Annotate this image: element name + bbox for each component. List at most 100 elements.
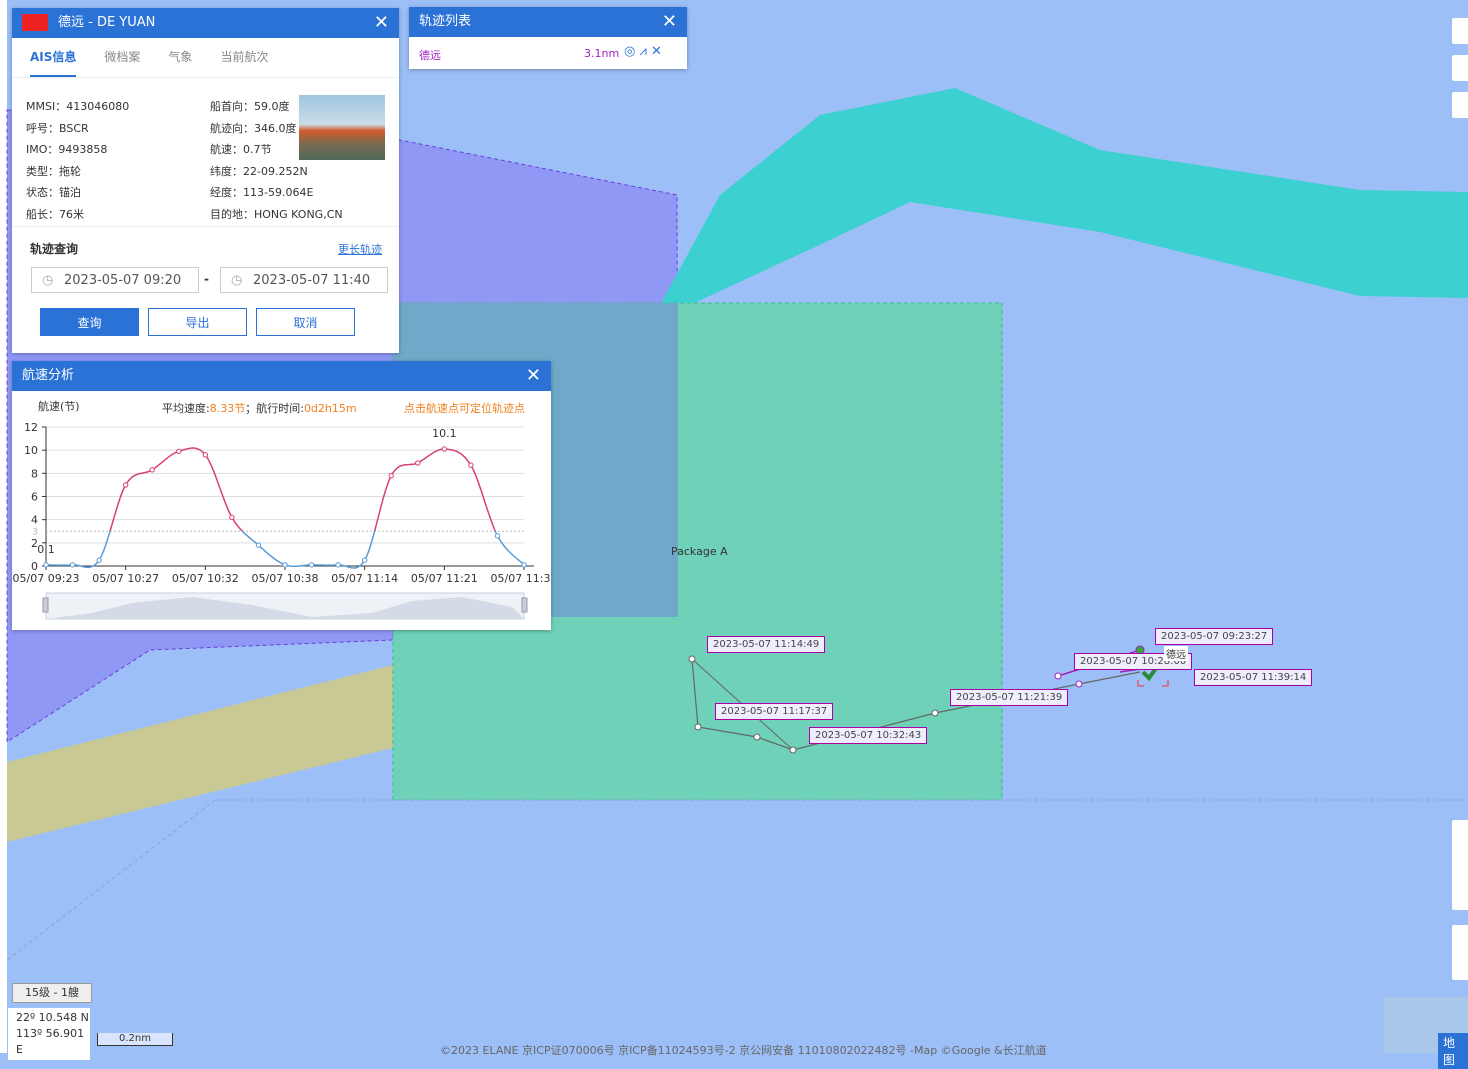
circle	[1054, 672, 1062, 680]
circle	[1075, 680, 1083, 688]
lon: 113º 56.901 E	[16, 1027, 85, 1056]
tool[interactable]	[1452, 92, 1468, 118]
speed-point	[96, 557, 102, 563]
query-button[interactable]: 查询	[40, 308, 139, 336]
track-list-title: 轨迹列表	[419, 14, 472, 29]
speed-point	[282, 562, 288, 568]
track-label: 2023-05-07 09:23:27	[1155, 628, 1274, 645]
tool[interactable]	[1452, 18, 1468, 44]
edge	[0, 0, 7, 1053]
field: 目的地：HONG KONG,CN	[210, 207, 343, 221]
fields-left: MMSI：413046080 呼号：BSCR IMO：9493858 类型：拖轮 状态：…	[26, 96, 129, 225]
stats: 平均速度:8.33节；航行时间:0d2h15m	[162, 400, 357, 416]
track-label: 2023-05-07 11:17:37	[715, 703, 834, 720]
speed-point	[229, 514, 235, 521]
cancel-button[interactable]: 取消	[256, 308, 355, 336]
x-tick-label: 05/07 10:32	[172, 572, 239, 585]
export-button[interactable]: 导出	[148, 308, 247, 336]
lat: 22º 10.548 N	[16, 1011, 89, 1024]
tab[interactable]: 当前航次	[220, 50, 269, 64]
speed-point	[69, 562, 76, 568]
speed-point	[255, 542, 262, 548]
circle	[694, 723, 702, 731]
speed-point	[149, 467, 155, 473]
circle	[931, 709, 939, 717]
zoom-tool[interactable]	[1452, 925, 1468, 980]
tab[interactable]: 微档案	[104, 50, 141, 64]
flag	[22, 14, 48, 31]
start-input[interactable]: ◷ 2023-05-07 09:20	[31, 267, 199, 293]
field: 类型：拖轮	[26, 164, 81, 178]
field: 船长：76米	[26, 207, 84, 221]
track-label: 2023-05-07 11:14:49	[707, 636, 826, 653]
track-actions[interactable]: ◎ ⩘ ✕	[624, 44, 662, 59]
span: ◷	[42, 273, 54, 288]
track-label: 2023-05-07 11:21:39	[950, 689, 1069, 706]
ship-photo	[299, 95, 385, 160]
track-list: 轨迹列表 ✕ 德远 3.1nm ◎ ⩘ ✕	[409, 7, 687, 69]
speed-chart: 航速(节) 0 2 4 6 8 10 12 3 05/07 09:23 05/07 10:27 05/…	[13, 399, 551, 620]
y-tick-label: 8	[31, 467, 38, 480]
field: 经度：113-59.064E	[210, 186, 314, 199]
map-type[interactable]: 地图	[1438, 1033, 1468, 1069]
boundary	[6, 799, 216, 961]
speed-point	[521, 562, 527, 568]
tab[interactable]: AIS信息	[30, 38, 77, 77]
close[interactable]: ✕	[525, 365, 541, 386]
field: 呼号：BSCR	[26, 121, 89, 135]
tool[interactable]	[1452, 55, 1468, 81]
scale-bar: 0.2nm	[97, 1033, 173, 1046]
field: 纬度：22-09.252N	[210, 164, 308, 178]
speed-point	[176, 448, 182, 455]
speed-panel: 航速分析 ✕ 平均速度:8.33节；航行时间:0d2h15m 点击航速点可定位轨迹…	[12, 361, 551, 630]
end-time: 2023-05-07 11:40	[253, 273, 371, 288]
speed-point	[361, 557, 368, 563]
x-tick-label: 05/07 11:39	[491, 572, 551, 585]
close[interactable]: ✕	[373, 12, 389, 33]
speed-point	[468, 462, 474, 468]
speed-point	[43, 562, 49, 568]
footer: ©2023 ELANE 京ICP证070006号 京ICP备11024593号-…	[440, 1044, 1047, 1057]
track-item[interactable]: 德远	[419, 49, 441, 62]
track-points	[688, 655, 939, 754]
field: MMSI：413046080	[26, 100, 130, 113]
end-input[interactable]: ◷ 2023-05-07 11:40	[220, 267, 388, 293]
y-axis-label: 航速(节)	[38, 399, 80, 413]
channel	[660, 88, 1468, 305]
field: 航迹向：346.0度	[210, 121, 297, 135]
track-label: 2023-05-07 10:28:00	[1074, 653, 1193, 670]
value-label: 10.1	[432, 427, 457, 440]
close[interactable]: ✕	[661, 11, 677, 32]
y-tick-label: 2	[31, 537, 38, 550]
panel-header: 航速分析 ✕	[12, 361, 551, 391]
speed-line	[45, 447, 525, 569]
speed-point	[308, 562, 315, 568]
vessel-panel: 德远 - DE YUAN ✕ AIS信息 微档案 气象 当前航次 MMSI：413046…	[12, 8, 399, 353]
area-label: Package A	[671, 545, 728, 558]
zoom-shadow	[46, 597, 524, 619]
x-tick-label: 05/07 11:21	[411, 572, 478, 585]
tabs: AIS信息 微档案 气象 当前航次	[12, 38, 399, 78]
speed-point	[441, 446, 448, 452]
circle	[688, 655, 696, 663]
fields-right: 船首向：59.0度 航迹向：346.0度 航速：0.7节 纬度：22-09.252N 经…	[210, 96, 343, 225]
hint: 点击航速点可定位轨迹点	[404, 402, 525, 415]
tab[interactable]: 气象	[168, 50, 193, 64]
track-label: 2023-05-07 10:32:43	[809, 727, 928, 744]
coords: 22º 10.548 N 113º 56.901 E	[8, 1008, 90, 1060]
tool[interactable]	[1452, 820, 1468, 910]
more-link[interactable]: 更长轨迹	[338, 243, 382, 256]
track-distance: 3.1nm	[584, 47, 620, 60]
speed-title: 航速分析	[22, 368, 75, 383]
speed-point	[335, 562, 341, 568]
separator: -	[204, 272, 209, 286]
field: 状态：锚泊	[26, 186, 81, 199]
y-tick-label: 10	[24, 444, 38, 457]
field: 航速：0.7节	[210, 143, 272, 156]
zoom-handle	[521, 597, 528, 613]
speed-point	[122, 482, 129, 488]
x-tick-label: 05/07 09:23	[13, 572, 80, 585]
panel-header: 轨迹列表 ✕	[409, 7, 687, 37]
vessel-bracket	[1137, 680, 1169, 687]
